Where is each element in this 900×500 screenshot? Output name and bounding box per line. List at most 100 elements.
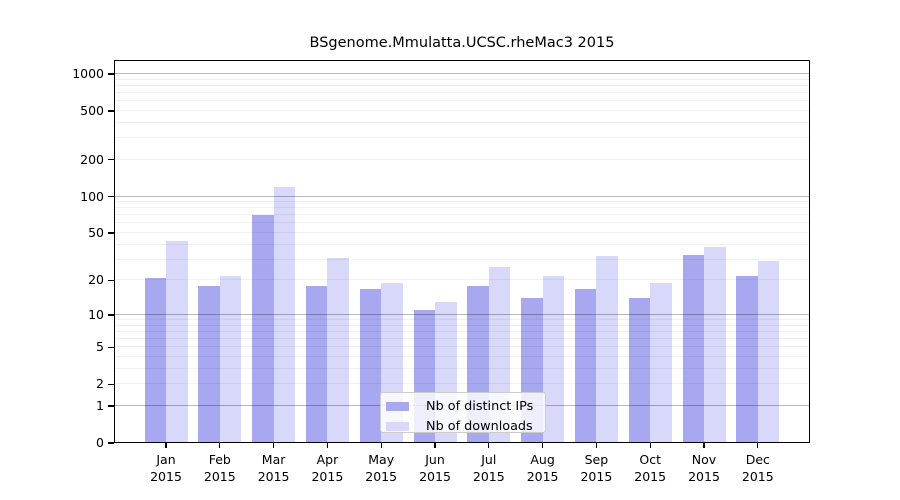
y-axis-tick-label: 2 [96,376,104,392]
y-axis-tick-label: 5 [96,339,104,355]
bar-sep-downloads [596,256,618,443]
x-axis-tick [595,443,598,448]
x-axis-tick [434,443,436,448]
gridline-minor [114,207,810,209]
gridline-major [114,313,810,315]
gridline-minor [114,201,810,202]
y-axis-tick [108,314,114,316]
y-axis-tick [108,442,114,444]
gridline-minor [114,338,810,340]
y-axis-tick [108,232,114,234]
gridline-minor [114,100,810,102]
gridline-minor [114,356,810,357]
gridline-major [114,195,810,197]
gridline-minor [114,383,810,385]
chart-title: BSgenome.Mmulatta.UCSC.rheMac3 2015 [309,35,615,51]
plot-area [114,60,810,443]
x-axis-tick [703,443,705,448]
x-axis-label-oct: Oct 2015 [634,452,667,484]
gridline-minor [114,214,810,216]
legend-item-distinct-ips: Nb of distinct IPs [386,399,539,414]
x-axis-tick [326,443,329,448]
y-axis-tick-label: 100 [80,188,104,204]
bar-oct-distinct-ips [628,298,651,443]
gridline-minor [114,279,810,281]
legend-item-downloads: Nb of downloads [386,419,539,434]
x-axis-label-sep: Sep 2015 [580,452,613,484]
x-axis-label-dec: Dec 2015 [741,452,774,484]
x-axis-label-mar: Mar 2015 [257,452,290,484]
x-axis-label-apr: Apr 2015 [311,452,344,484]
gridline-minor [114,109,810,111]
x-axis-label-jan: Jan 2015 [150,452,182,484]
x-axis-tick [380,443,382,448]
gridline-minor [114,319,810,320]
bar-dec-downloads [757,261,780,443]
x-axis-tick [757,443,759,448]
x-axis-label-jul: Jul 2015 [472,452,505,484]
bar-feb-distinct-ips [198,285,220,443]
bar-aug-downloads [542,275,565,443]
y-axis-tick-label: 10 [88,306,104,322]
gridline-major [114,72,810,74]
y-axis-tick [108,383,114,385]
x-axis-tick [541,443,544,448]
bar-may-distinct-ips [359,288,382,443]
y-axis-tick [108,346,114,348]
legend-swatch-distinct-ips [386,402,409,411]
y-axis-tick-label: 50 [88,225,104,240]
gridline-minor [114,121,810,123]
legend: Nb of distinct IPs Nb of downloads [380,392,546,434]
y-axis-tick-label: 1000 [72,65,104,81]
bar-nov-downloads [704,247,726,443]
x-axis-tick [488,443,490,448]
x-axis-tick [272,443,275,448]
bar-sep-distinct-ips [574,288,597,443]
gridline-minor [114,330,810,332]
bar-dec-distinct-ips [736,275,758,443]
bar-apr-downloads [327,257,349,443]
bar-feb-downloads [219,275,242,443]
gridline-minor [114,346,810,348]
x-axis-label-aug: Aug 2015 [526,452,559,484]
y-axis-tick-label: 200 [80,151,104,167]
legend-swatch-downloads [386,422,409,431]
bar-jan-downloads [166,240,188,443]
y-axis-tick-label: 20 [88,272,104,288]
y-axis-tick [108,279,114,282]
gridline-minor [114,137,810,139]
bar-jan-distinct-ips [144,277,166,443]
bar-nov-distinct-ips [682,254,704,443]
x-axis-tick [649,443,651,448]
gridline-minor [114,92,810,93]
bar-mar-distinct-ips [252,215,274,443]
gridline-minor [114,367,810,369]
gridline-minor [114,232,810,233]
bar-apr-distinct-ips [305,285,328,443]
gridline-minor [114,84,810,86]
gridline-minor [114,78,810,80]
x-axis-tick [219,443,221,448]
x-axis-label-nov: Nov 2015 [688,452,720,484]
y-axis-tick [108,159,114,161]
gridline-minor [114,158,810,160]
bar-oct-downloads [650,283,672,443]
gridline-minor [114,324,810,326]
y-axis-tick-label: 500 [80,102,104,118]
gridline-minor [114,243,810,245]
y-axis-tick [108,110,114,112]
legend-label-downloads: Nb of downloads [426,419,533,434]
x-axis-tick [165,443,167,448]
y-axis-tick-label: 1 [96,398,104,413]
y-axis-tick-label: 0 [96,435,104,450]
gridline-minor [114,222,810,224]
y-axis-tick [108,405,114,407]
x-axis-label-jun: Jun 2015 [419,452,451,484]
legend-label-distinct-ips: Nb of distinct IPs [426,399,534,414]
x-axis-label-feb: Feb 2015 [203,452,236,484]
y-axis-tick [108,73,114,75]
gridline-minor [114,258,810,260]
bar-mar-downloads [273,186,296,443]
y-axis-tick [108,195,114,198]
